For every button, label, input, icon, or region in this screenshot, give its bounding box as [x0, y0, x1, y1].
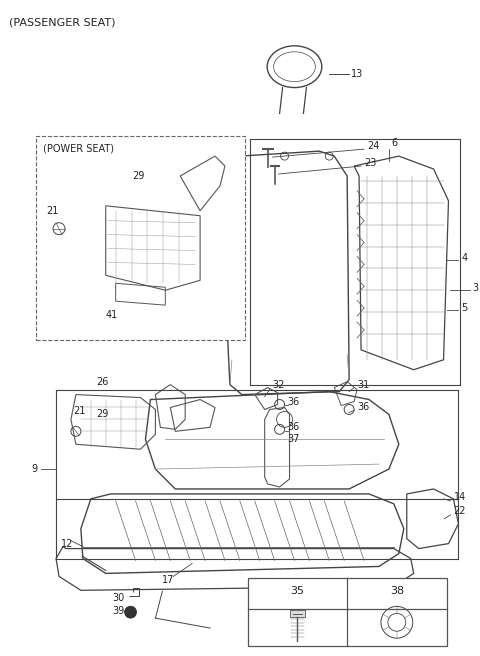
- Text: 29: 29: [132, 171, 145, 181]
- Text: 22: 22: [454, 506, 466, 516]
- Text: 4: 4: [461, 253, 468, 264]
- Text: 36: 36: [288, 422, 300, 432]
- Bar: [289, 609, 305, 617]
- Text: 30: 30: [113, 593, 125, 604]
- Text: (POWER SEAT): (POWER SEAT): [43, 143, 114, 154]
- Text: 36: 36: [357, 403, 369, 413]
- Text: (PASSENGER SEAT): (PASSENGER SEAT): [9, 17, 116, 27]
- Text: 35: 35: [290, 586, 304, 596]
- Text: 21: 21: [46, 206, 59, 216]
- Bar: [248, 579, 446, 646]
- Text: 13: 13: [351, 69, 363, 79]
- Text: 38: 38: [390, 586, 404, 596]
- Text: 3: 3: [472, 283, 479, 293]
- Text: 9: 9: [31, 464, 37, 474]
- Text: 24: 24: [367, 141, 379, 151]
- Text: 29: 29: [96, 409, 108, 419]
- Text: 37: 37: [288, 434, 300, 444]
- Text: 26: 26: [96, 377, 108, 386]
- Circle shape: [125, 606, 136, 618]
- Text: 17: 17: [162, 575, 175, 585]
- Text: 12: 12: [61, 539, 73, 548]
- Bar: [36, 136, 245, 340]
- Text: 23: 23: [364, 158, 376, 168]
- Text: 31: 31: [357, 380, 369, 390]
- Text: 36: 36: [288, 396, 300, 407]
- Text: 5: 5: [461, 303, 468, 313]
- Text: 39: 39: [113, 606, 125, 616]
- Text: 6: 6: [392, 138, 398, 148]
- Text: 41: 41: [106, 310, 118, 320]
- Text: 21: 21: [73, 407, 85, 417]
- Text: 14: 14: [454, 492, 466, 502]
- Text: 32: 32: [273, 380, 285, 390]
